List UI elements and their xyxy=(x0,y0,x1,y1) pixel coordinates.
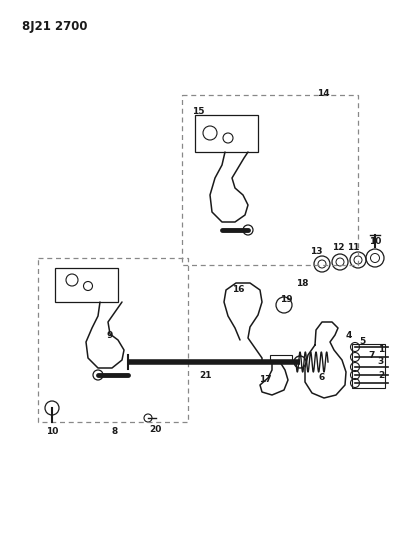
Text: 8: 8 xyxy=(112,427,118,437)
Text: 15: 15 xyxy=(192,108,204,117)
Text: 10: 10 xyxy=(46,427,58,437)
Text: 7: 7 xyxy=(369,351,375,359)
Text: 9: 9 xyxy=(107,330,113,340)
Text: 13: 13 xyxy=(310,247,322,256)
Text: 18: 18 xyxy=(296,279,308,288)
Text: 4: 4 xyxy=(346,330,352,340)
Text: 16: 16 xyxy=(232,285,244,294)
Text: 12: 12 xyxy=(332,244,344,253)
Text: 19: 19 xyxy=(280,295,292,304)
Text: 6: 6 xyxy=(319,373,325,382)
Text: 11: 11 xyxy=(347,244,359,253)
Text: 21: 21 xyxy=(199,372,211,381)
Text: 8J21 2700: 8J21 2700 xyxy=(22,20,87,33)
Text: 10: 10 xyxy=(369,238,381,246)
Text: 1: 1 xyxy=(378,345,384,354)
Text: 3: 3 xyxy=(378,358,384,367)
Text: 2: 2 xyxy=(378,370,384,379)
Text: 5: 5 xyxy=(359,337,365,346)
Text: 17: 17 xyxy=(259,376,271,384)
Text: 20: 20 xyxy=(149,425,161,434)
Text: 14: 14 xyxy=(317,90,329,99)
